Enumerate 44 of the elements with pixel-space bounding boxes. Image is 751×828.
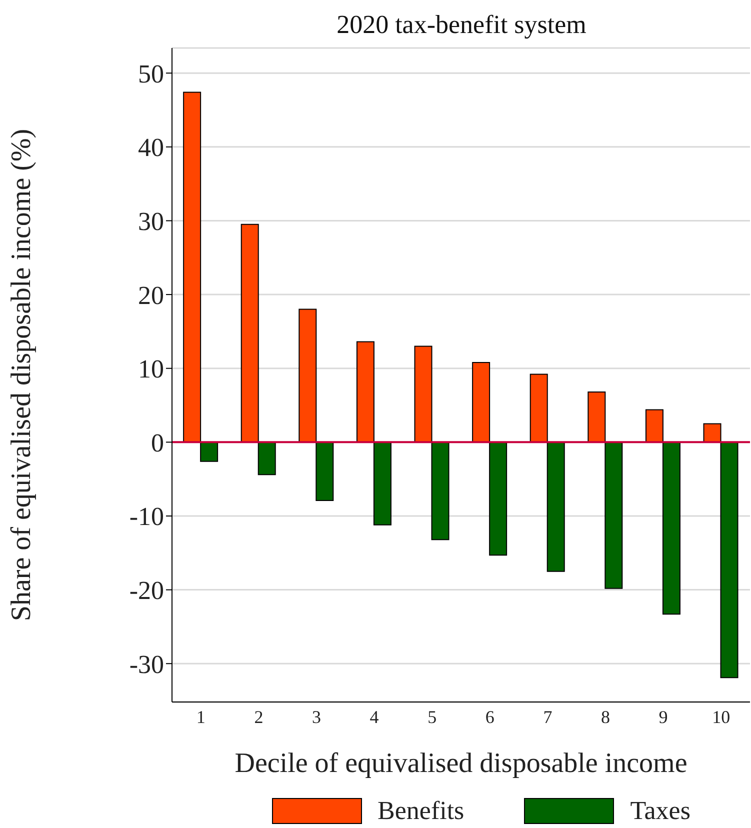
bar [530, 374, 548, 443]
bar [356, 341, 374, 443]
bar [703, 423, 722, 443]
y-tick-label: -30 [129, 650, 164, 679]
bar [316, 442, 334, 501]
y-tick-label: -10 [129, 502, 164, 532]
bar [258, 442, 276, 476]
bar [183, 92, 202, 443]
x-tick-label: 5 [428, 706, 437, 727]
bar [472, 362, 490, 443]
x-tick-label: 4 [370, 706, 379, 727]
y-tick-label: 40 [138, 133, 164, 162]
bar [414, 346, 432, 443]
y-tick-label: 50 [138, 59, 164, 88]
legend-label: Benefits [378, 796, 464, 826]
bar [489, 442, 508, 556]
y-axis-title: Share of equivalised disposable income (%) [6, 128, 37, 622]
x-axis-title: Decile of equivalised disposable income [234, 748, 688, 779]
bar [240, 224, 259, 443]
x-tick-label: 3 [312, 706, 321, 727]
y-tick-label: 10 [138, 354, 164, 384]
x-tick-label: 7 [543, 706, 552, 727]
chart-title: 2020 tax-benefit system [336, 9, 588, 41]
bar [298, 308, 317, 443]
bar [720, 442, 738, 678]
bar [588, 391, 606, 443]
bar [373, 442, 392, 526]
y-tick-label: 30 [138, 206, 164, 236]
x-tick-label: 9 [658, 706, 668, 727]
x-tick-label: 10 [712, 706, 730, 727]
y-tick-label: 20 [138, 280, 164, 310]
y-tick-label: -20 [129, 576, 164, 606]
bar [645, 409, 664, 443]
x-tick-label: 8 [601, 706, 610, 727]
x-tick-label: 6 [485, 706, 494, 727]
y-tick-label: 0 [151, 428, 164, 458]
bar [200, 442, 218, 462]
legend-label: Taxes [630, 796, 690, 826]
x-tick-label: 2 [254, 706, 264, 727]
bar [604, 442, 623, 589]
bar [546, 442, 565, 572]
x-tick-label: 1 [196, 706, 206, 727]
bar [662, 442, 680, 615]
bar [431, 442, 450, 540]
